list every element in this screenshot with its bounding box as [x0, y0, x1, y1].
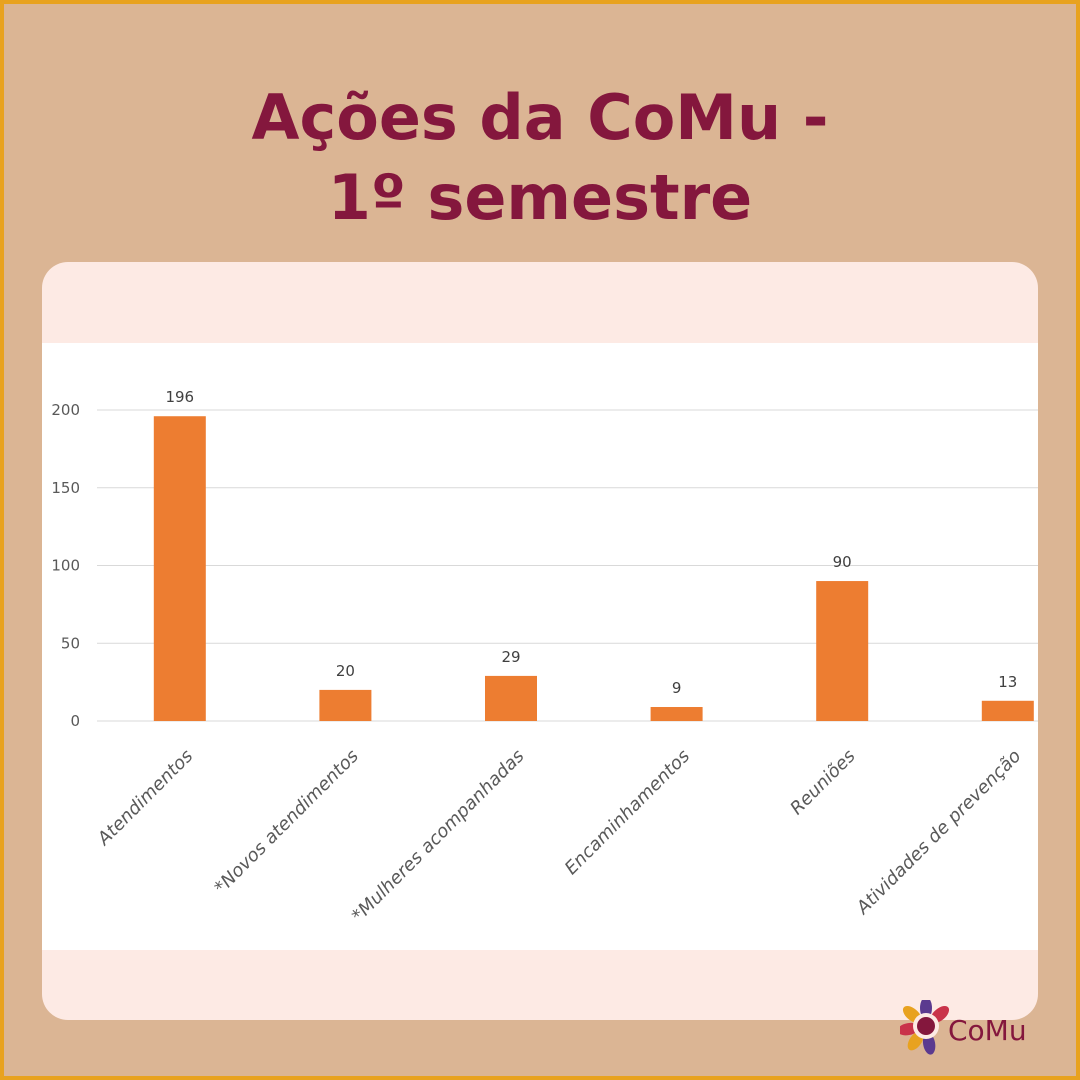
bar: [319, 689, 372, 721]
flower-logo-icon: CoMu: [897, 997, 1027, 1055]
category-label: *Mulheres acompanhadas: [348, 746, 529, 927]
bar: [650, 707, 703, 721]
chart-plot-area: 0 50 100 150 200 196 Atendimentos 20 *Novos aten…: [42, 343, 1038, 950]
title-line-1: Ações da CoMu -: [251, 81, 829, 154]
bar: [981, 700, 1034, 721]
category-label: Reuniões: [786, 746, 859, 819]
y-tick-label: 200: [51, 401, 80, 419]
bar-chart: 0 50 100 150 200 196 Atendimentos 20 *Novos aten…: [51, 388, 1038, 927]
data-label: 29: [501, 648, 520, 666]
bar: [153, 416, 206, 721]
data-label: 20: [336, 662, 355, 680]
y-tick-label: 50: [61, 634, 80, 652]
title-line-2: 1º semestre: [327, 161, 753, 234]
y-tick-label: 100: [51, 557, 80, 575]
data-label: 13: [998, 673, 1017, 691]
category-label: Atendimentos: [93, 746, 197, 850]
page-title: Ações da CoMu - 1º semestre: [0, 78, 1080, 238]
data-label: 90: [833, 553, 852, 571]
data-label: 9: [672, 679, 682, 697]
data-label: 196: [165, 388, 194, 406]
y-tick-label: 0: [70, 712, 80, 730]
bar: [485, 675, 537, 721]
category-label: Encaminhamentos: [561, 746, 694, 879]
category-label: Atividades de prevenção: [852, 746, 1025, 919]
category-label: *Novos atendimentos: [210, 746, 363, 899]
y-tick-label: 150: [51, 479, 80, 497]
logo-text: CoMu: [948, 1014, 1027, 1047]
bar: [816, 581, 869, 721]
chart-card: 0 50 100 150 200 196 Atendimentos 20 *Novos aten…: [42, 262, 1038, 1020]
comu-logo: CoMu: [897, 997, 1040, 1060]
